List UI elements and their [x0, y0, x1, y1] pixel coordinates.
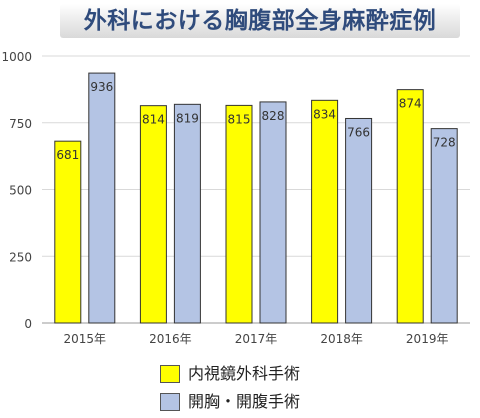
legend-item-series-2: 開胸・開腹手術	[160, 390, 460, 416]
bar-series-1-2018年	[311, 99, 339, 324]
chart-title: 外科における胸腹部全身麻酔症例	[83, 8, 437, 34]
data-label-series-2-2018年: 766	[347, 125, 370, 139]
y-tick-label-1000: 1000	[1, 50, 32, 64]
x-tick-label-2019年: 2019年	[406, 332, 449, 346]
bar-series-2-2015年	[88, 72, 116, 324]
legend-swatch-series-1	[160, 365, 180, 383]
data-label-series-1-2017年: 815	[228, 112, 251, 126]
y-tick-label-0: 0	[24, 317, 32, 331]
y-tick-label-750: 750	[9, 117, 32, 131]
y-tick-label-250: 250	[9, 250, 32, 264]
bar-series-1-2019年	[396, 89, 424, 324]
x-tick-label-2017年: 2017年	[235, 332, 278, 346]
data-label-series-1-2015年: 681	[56, 148, 79, 162]
data-label-series-1-2016年: 814	[142, 113, 165, 127]
legend-label-series-2: 開胸・開腹手術	[188, 392, 301, 411]
x-tick-label-2018年: 2018年	[320, 332, 363, 346]
bar-series-2-2016年	[173, 103, 201, 324]
bar-series-2-2017年	[259, 101, 287, 324]
legend-item-series-1: 内視鏡外科手術	[160, 362, 460, 388]
bar-series-1-2017年	[225, 104, 253, 324]
bar-chart: 0 250 500 750 1000 681 936 2015年 814 819 2016年 815 8…	[1, 50, 470, 346]
legend-swatch-series-2	[160, 393, 180, 411]
bar-series-1-2015年	[54, 140, 82, 324]
data-label-series-2-2017年: 828	[262, 109, 285, 123]
data-label-series-2-2015年: 936	[90, 80, 113, 94]
y-tick-label-500: 500	[9, 184, 32, 198]
data-label-series-1-2018年: 834	[313, 107, 336, 121]
data-label-series-2-2019年: 728	[433, 136, 456, 150]
x-tick-label-2015年: 2015年	[64, 332, 107, 346]
chart-legend: 内視鏡外科手術 開胸・開腹手術	[160, 362, 460, 418]
bar-series-2-2019年	[430, 128, 458, 324]
x-tick-label-2016年: 2016年	[149, 332, 192, 346]
title-band	[60, 4, 460, 38]
bar-series-2-2018年	[345, 117, 373, 324]
legend-label-series-1: 内視鏡外科手術	[188, 364, 301, 383]
bar-series-1-2016年	[139, 105, 167, 324]
data-label-series-1-2019年: 874	[399, 97, 422, 111]
data-label-series-2-2016年: 819	[176, 111, 199, 125]
